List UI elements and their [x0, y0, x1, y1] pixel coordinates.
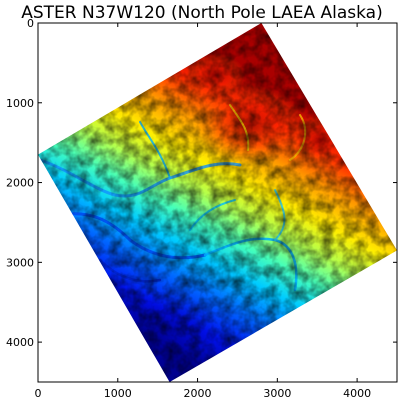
x-axis: 0 1000 2000 3000 4000	[35, 23, 371, 400]
elevation-raster	[38, 23, 397, 382]
y-axis: 0 1000 2000 3000 4000	[6, 17, 397, 349]
chart-title: ASTER N37W120 (North Pole LAEA Alaska)	[21, 3, 383, 23]
x-tick-label: 1000	[104, 387, 132, 400]
y-tick-label: 2000	[6, 177, 34, 190]
x-tick-label: 4000	[343, 387, 371, 400]
x-tick-label: 0	[35, 387, 42, 400]
x-tick-label: 3000	[263, 387, 291, 400]
x-tick-label: 2000	[184, 387, 212, 400]
y-tick-label: 3000	[6, 256, 34, 269]
y-tick-label: 1000	[6, 97, 34, 110]
y-tick-label: 0	[27, 17, 34, 30]
y-tick-label: 4000	[6, 336, 34, 349]
axes-frame	[37, 22, 398, 383]
